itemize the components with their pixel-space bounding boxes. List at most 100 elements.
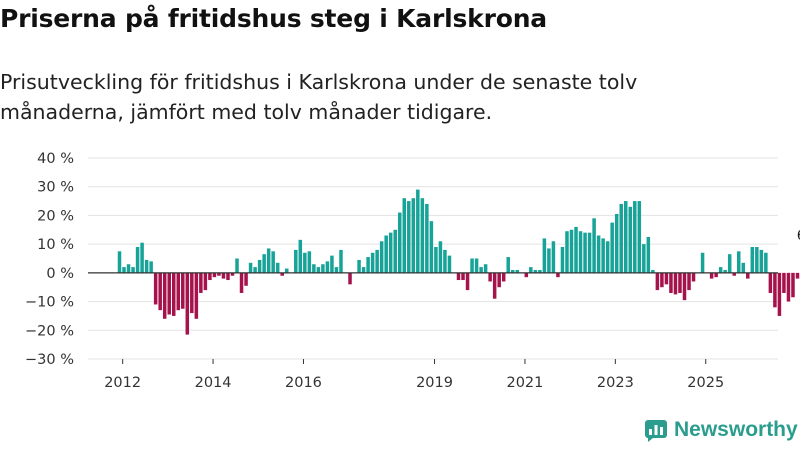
bar bbox=[474, 258, 479, 273]
bar bbox=[488, 272, 492, 282]
bar bbox=[741, 262, 746, 273]
bar bbox=[257, 259, 262, 273]
x-tick-label: 2012 bbox=[104, 375, 141, 391]
bar bbox=[583, 232, 587, 273]
bar bbox=[542, 238, 547, 273]
bar bbox=[402, 198, 407, 273]
bar bbox=[239, 272, 244, 293]
bar bbox=[262, 254, 266, 273]
bar bbox=[190, 272, 194, 314]
bar bbox=[750, 247, 755, 273]
bar bbox=[248, 262, 253, 273]
bar bbox=[366, 257, 370, 273]
bar bbox=[678, 272, 682, 293]
bar bbox=[447, 255, 452, 273]
bar bbox=[633, 201, 637, 273]
bar bbox=[538, 269, 542, 273]
bar bbox=[271, 251, 275, 273]
bar bbox=[461, 272, 465, 281]
x-axis-ticks: 2012 2014 2016 2019 2021 2023 2025 bbox=[104, 359, 724, 391]
bar bbox=[547, 248, 551, 273]
bar bbox=[144, 259, 149, 273]
y-tick-label: 40 % bbox=[37, 151, 74, 167]
y-tick-label: −10 % bbox=[25, 295, 74, 311]
y-tick-label: −20 % bbox=[25, 323, 74, 339]
bar bbox=[253, 267, 257, 273]
bar bbox=[312, 264, 316, 273]
chart-title: Priserna på fritidshus steg i Karlskrona bbox=[0, 4, 547, 33]
bar bbox=[334, 267, 339, 273]
bar bbox=[411, 198, 416, 273]
bar bbox=[556, 272, 560, 278]
bar bbox=[203, 272, 208, 291]
bar bbox=[723, 269, 727, 273]
bar bbox=[764, 252, 768, 273]
bar bbox=[574, 226, 578, 273]
last-value-annotation: 6 % bbox=[797, 228, 800, 244]
bar bbox=[357, 259, 361, 273]
y-tick-label: 10 % bbox=[37, 237, 74, 253]
bar bbox=[524, 272, 529, 278]
bar bbox=[515, 269, 520, 273]
bar bbox=[483, 264, 488, 273]
bar bbox=[791, 272, 795, 298]
bar bbox=[700, 252, 705, 273]
bar bbox=[565, 231, 569, 273]
y-tick-label: 30 % bbox=[37, 180, 74, 196]
bar bbox=[339, 249, 343, 273]
x-tick-label: 2025 bbox=[687, 375, 724, 391]
bar bbox=[294, 249, 298, 273]
bar bbox=[194, 272, 199, 319]
newsworthy-logo: Newsworthy bbox=[644, 418, 798, 442]
bar bbox=[479, 267, 483, 273]
bar bbox=[714, 272, 718, 278]
bar bbox=[199, 272, 203, 293]
bar bbox=[687, 272, 691, 291]
bar bbox=[637, 201, 642, 273]
y-axis-ticks: −30 % −20 % −10 % 0 % 10 % 20 % 30 % 40 % bbox=[25, 151, 74, 368]
bar bbox=[782, 272, 786, 293]
x-tick-label: 2021 bbox=[506, 375, 543, 391]
y-tick-label: 20 % bbox=[37, 208, 74, 224]
bar bbox=[651, 269, 655, 273]
bar bbox=[755, 247, 759, 273]
bar bbox=[330, 255, 334, 273]
bar bbox=[551, 241, 556, 273]
bar bbox=[795, 272, 800, 279]
bar bbox=[149, 261, 153, 273]
newsworthy-chart-icon bbox=[645, 420, 667, 442]
bar bbox=[682, 272, 687, 301]
bar bbox=[275, 262, 280, 273]
bar bbox=[746, 272, 750, 279]
bars bbox=[117, 189, 800, 335]
bar bbox=[578, 231, 583, 273]
bar bbox=[126, 264, 131, 273]
bar bbox=[212, 272, 217, 278]
bar bbox=[370, 252, 375, 273]
bar bbox=[153, 272, 158, 305]
bar bbox=[135, 247, 140, 273]
y-tick-label: 0 % bbox=[46, 266, 74, 282]
bar bbox=[492, 272, 497, 299]
bar bbox=[226, 272, 230, 281]
bar bbox=[759, 249, 764, 273]
bar bbox=[646, 236, 651, 273]
bar bbox=[501, 272, 506, 282]
x-tick-label: 2014 bbox=[195, 375, 232, 391]
bar bbox=[605, 241, 610, 273]
bar bbox=[465, 272, 470, 291]
bar bbox=[280, 272, 284, 276]
bar bbox=[185, 272, 190, 335]
bar bbox=[167, 272, 171, 315]
bar bbox=[718, 267, 723, 273]
bar bbox=[217, 272, 221, 276]
bar bbox=[429, 221, 434, 273]
chart-subtitle: Prisutveckling för fritidshus i Karlskro… bbox=[0, 70, 638, 124]
bar bbox=[655, 272, 660, 291]
bar bbox=[642, 244, 646, 273]
bar bbox=[171, 272, 176, 316]
bar bbox=[397, 212, 402, 273]
bar bbox=[470, 258, 474, 273]
bar bbox=[235, 258, 239, 273]
